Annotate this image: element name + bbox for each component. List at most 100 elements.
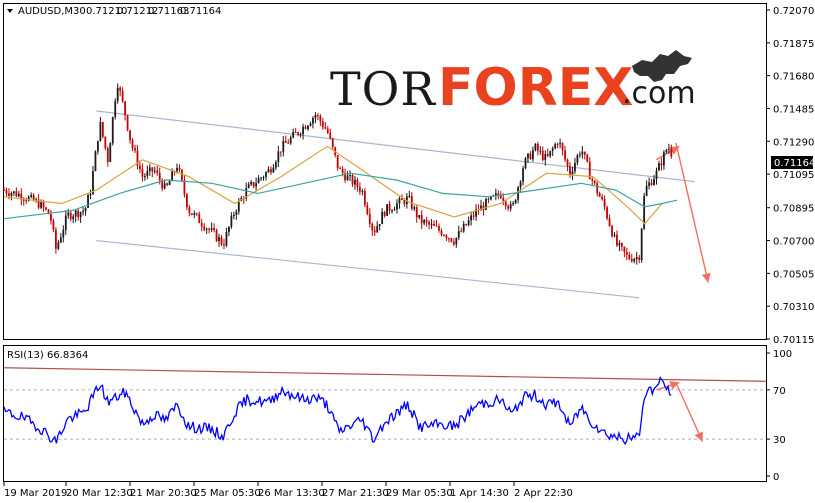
moving-average-line-2 [3, 172, 678, 220]
candle-body [413, 207, 416, 209]
rsi-tick-label: 30 [773, 435, 786, 446]
candle-body [134, 147, 136, 151]
candle-body [314, 115, 317, 119]
candle-body [190, 213, 193, 215]
candle-body [625, 252, 628, 255]
candle-body [447, 238, 450, 240]
candle-body [92, 171, 94, 194]
candle-body [460, 231, 463, 233]
candle-body [578, 154, 581, 156]
rsi-forecast-arrow-2 [675, 382, 704, 442]
candle-body [507, 206, 510, 209]
price-tick-label: 0.70895 [773, 204, 814, 215]
candle-body [326, 128, 329, 133]
candle-body [252, 182, 255, 187]
time-tick-label: 1 Apr 14:30 [450, 488, 509, 499]
candle-body [87, 195, 89, 208]
torforex-logo: TOR FOREX .com [330, 50, 696, 118]
candle-body [428, 221, 431, 225]
candle-body [586, 154, 589, 162]
candle-body [658, 163, 660, 171]
candle-body [225, 232, 228, 246]
candle-body [57, 242, 60, 249]
candle-body [163, 183, 166, 189]
candle-body [297, 132, 300, 135]
candle-body [12, 191, 15, 194]
candle-body [490, 196, 492, 200]
candle-body [549, 150, 552, 157]
candle-body [141, 169, 144, 177]
candle-body [220, 237, 223, 245]
time-tick-label: 21 Mar 20:30 [130, 488, 197, 499]
candle-body [94, 151, 97, 172]
candle-body [166, 183, 169, 186]
candle-body [111, 117, 114, 144]
candle-body [42, 202, 45, 208]
candle-body [116, 87, 119, 102]
candle-body [59, 237, 62, 243]
candle-body [114, 101, 117, 118]
candle-body [20, 193, 23, 200]
price-axis: 0.72070 0.71875 0.71680 0.71485 0.71290 0.710… [766, 6, 814, 346]
candle-body [312, 118, 314, 124]
candle-body [183, 180, 186, 195]
candle-body [361, 190, 364, 192]
candle-body [660, 163, 663, 166]
candle-body [596, 183, 599, 194]
open-value: 0.71210 [86, 6, 127, 17]
candle-body [262, 177, 265, 179]
candle-body [581, 151, 584, 155]
price-tick-label: 0.71485 [773, 104, 814, 115]
candle-body [77, 210, 80, 218]
candle-body [366, 204, 369, 214]
candle-body [524, 158, 527, 169]
rsi-panel-frame [3, 345, 767, 482]
candle-body [546, 154, 549, 157]
candle-body [106, 148, 109, 163]
candle-body [299, 133, 302, 135]
candle-body [69, 212, 72, 220]
candle-body [443, 235, 445, 237]
candle-body [79, 212, 82, 218]
candle-body [346, 175, 349, 181]
candle-body [630, 258, 633, 262]
logo-forex-text: FOREX [438, 58, 633, 118]
candle-body [670, 148, 673, 157]
candle-body [467, 220, 470, 226]
candle-body [499, 195, 502, 199]
candle-body [566, 159, 569, 167]
candle-body [608, 218, 611, 226]
candle-body [645, 185, 648, 196]
candle-body [667, 148, 670, 151]
candle-body [302, 126, 304, 134]
candle-body [215, 229, 218, 242]
candle-body [438, 226, 440, 231]
candle-body [97, 140, 99, 152]
collapse-triangle-icon[interactable] [7, 9, 13, 13]
candle-body [272, 167, 275, 173]
price-tick-label: 0.71680 [773, 72, 814, 83]
candle-body [265, 172, 267, 178]
candle-body [270, 169, 272, 173]
candle-body [30, 195, 33, 197]
candle-body [519, 181, 522, 188]
price-forecast-arrow-2-head [701, 272, 711, 283]
time-tick-label: 29 Mar 05:30 [386, 488, 453, 499]
rsi-levels [4, 389, 766, 440]
price-tick-label: 0.70310 [773, 302, 814, 313]
candle-body [373, 230, 376, 233]
candle-body [72, 216, 75, 220]
candle-body [250, 182, 253, 185]
candle-body [124, 101, 127, 116]
candle-body [351, 174, 354, 185]
candle-body [237, 200, 240, 212]
time-tick-label: 26 Mar 13:30 [258, 488, 325, 499]
candle-body [84, 207, 87, 212]
candle-body [255, 183, 258, 187]
candle-body [267, 169, 270, 173]
candle-body [287, 142, 290, 144]
candle-body [339, 168, 342, 170]
candle-body [148, 167, 151, 171]
candle-body [378, 224, 381, 227]
candle-body [554, 144, 557, 149]
